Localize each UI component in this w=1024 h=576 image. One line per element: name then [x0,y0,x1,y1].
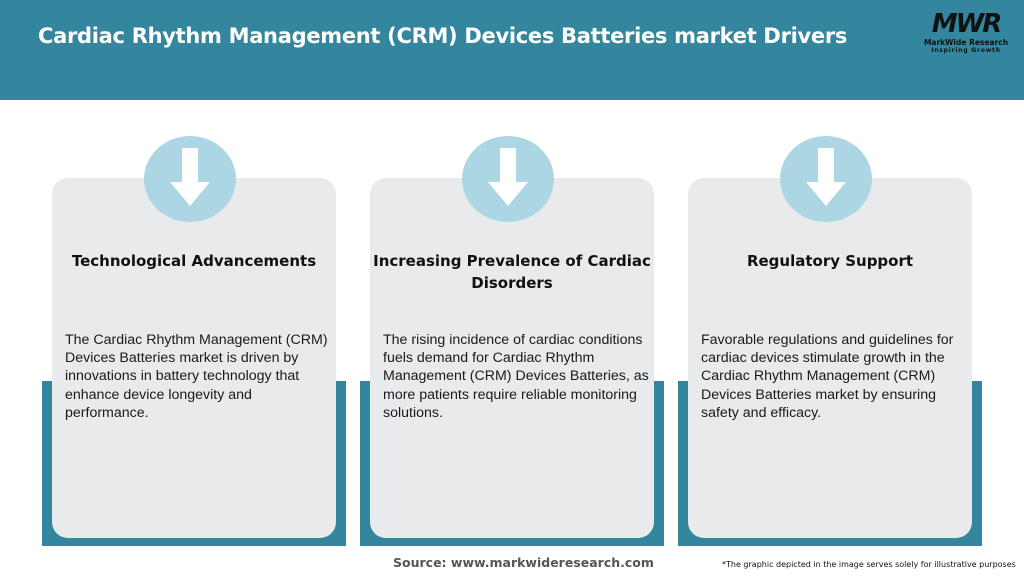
card-title: Technological Advancements [71,252,317,270]
logo-mark: MWR [931,9,1003,39]
logo-name: MarkWide Research [923,38,1009,47]
markwide-logo: MWR MarkWide Research Inspiring Growth [920,10,1012,60]
driver-card-1: Technological Advancements The Cardiac R… [42,136,366,550]
card-panel [52,178,336,538]
card-panel [688,178,972,538]
card-description: The rising incidence of cardiac conditio… [383,332,649,421]
logo-tagline: Inspiring Growth [931,47,1001,54]
arrow-down-icon [462,136,554,222]
card-description: Favorable regulations and guidelines for… [701,332,954,421]
card-title: Increasing Prevalence of Cardiac Disorde… [373,252,651,292]
card-title: Regulatory Support [746,252,914,270]
card-description: The Cardiac Rhythm Management (CRM) Devi… [65,332,328,421]
card-panel [370,178,654,538]
disclaimer-note: *The graphic depicted in the image serve… [722,560,1016,569]
page-title: Cardiac Rhythm Management (CRM) Devices … [38,24,848,48]
arrow-down-icon [780,136,872,222]
driver-card-2: Increasing Prevalence of Cardiac Disorde… [360,136,684,550]
header-banner: Cardiac Rhythm Management (CRM) Devices … [0,0,1024,100]
driver-card-3: Regulatory Support Favorable regulations… [678,136,1002,550]
source-link[interactable]: Source: www.markwideresearch.com [393,555,654,570]
arrow-down-icon [144,136,236,222]
